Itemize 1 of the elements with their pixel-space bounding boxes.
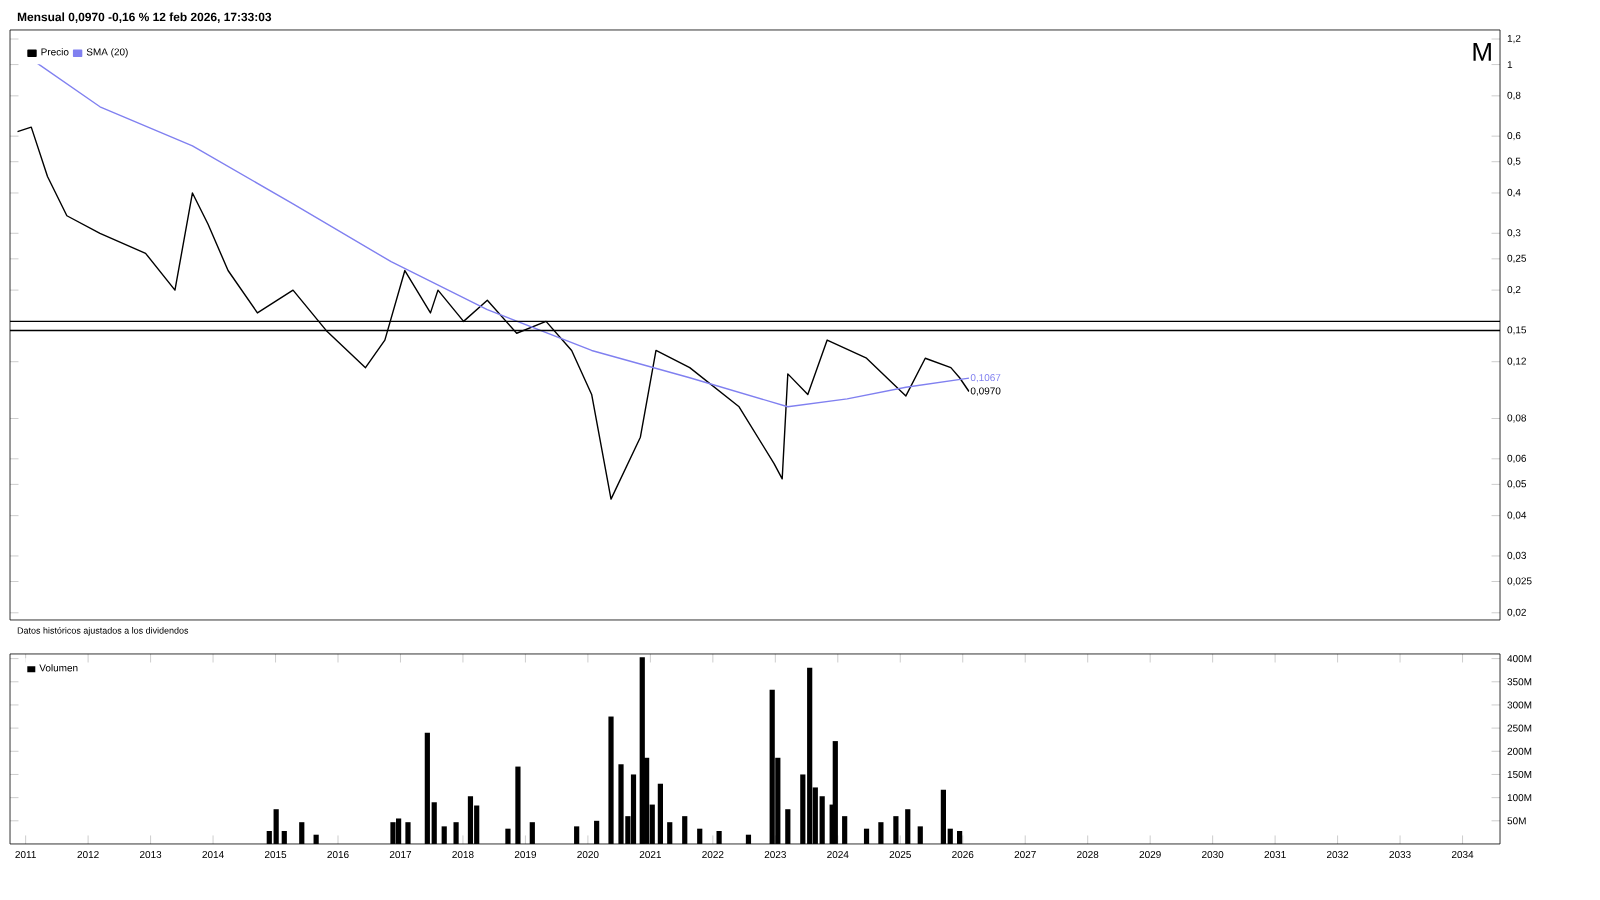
chart-subtitle: M xyxy=(1473,42,1491,61)
